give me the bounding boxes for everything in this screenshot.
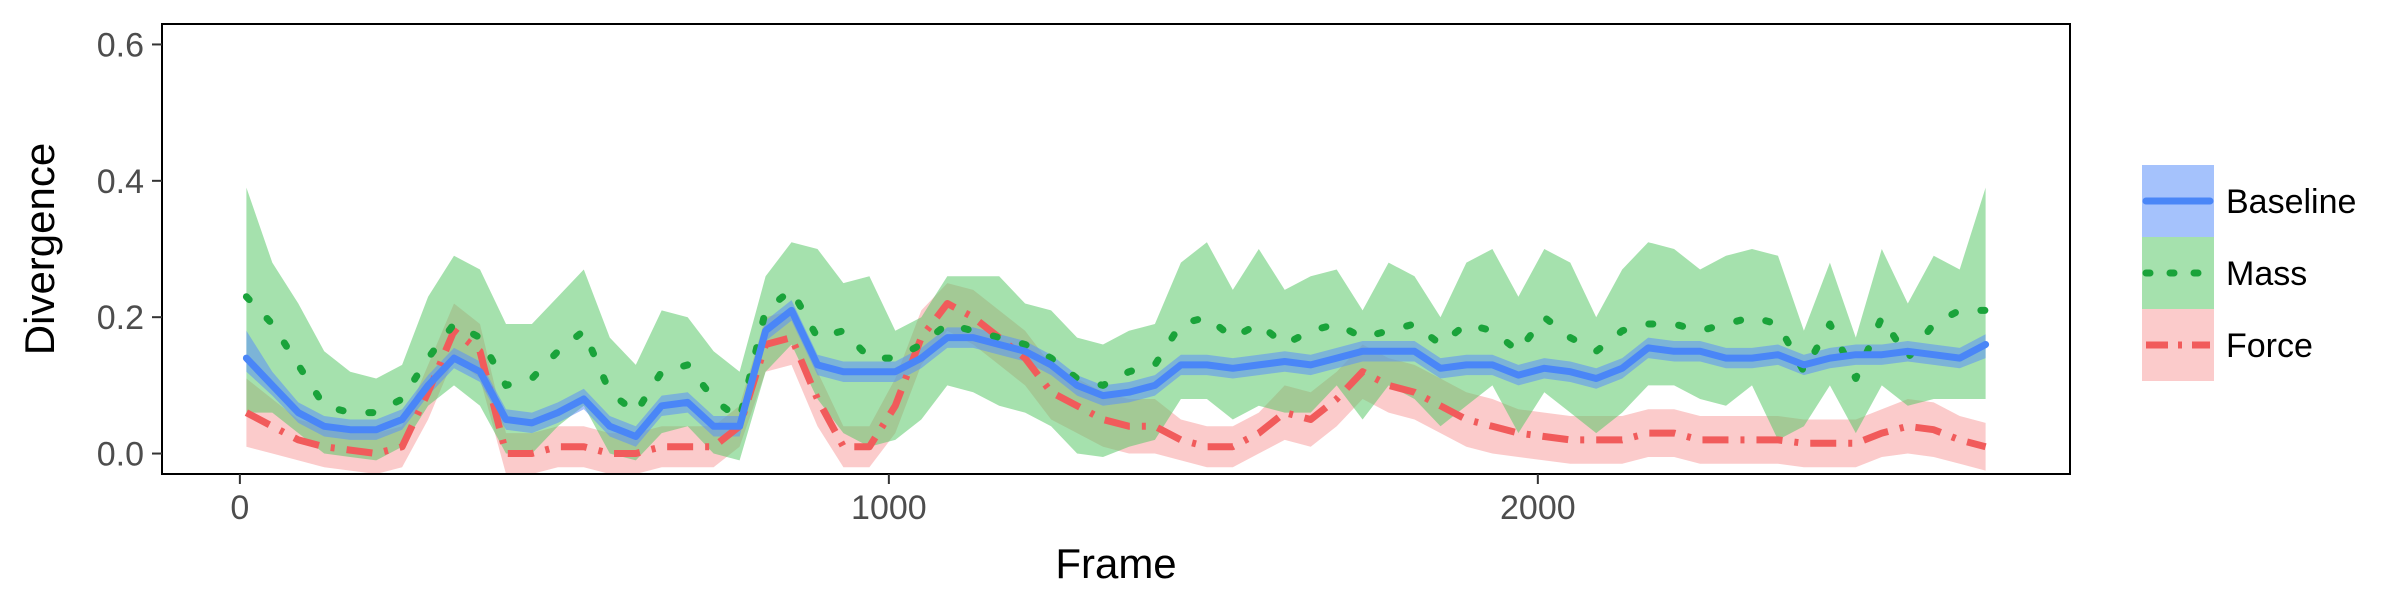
y-axis-title: Divergence [16,143,63,355]
x-tick-label: 2000 [1500,489,1576,527]
series-lines [242,286,1990,457]
x-tick-label: 0 [230,489,249,527]
band-force [246,283,1986,474]
legend-key-mass [2142,237,2214,309]
series-line-mass [242,286,1990,423]
legend-label-mass: Mass [2226,255,2307,293]
y-axis: 0.0 0.2 0.4 0.6 [97,26,162,474]
legend: Baseline Mass Force [2142,165,2356,381]
plot-panel-border [161,23,2071,475]
series-line-baseline [242,306,1990,440]
y-tick-label: 0.6 [97,26,144,64]
x-tick-label: 1000 [851,489,927,527]
y-tick-label: 0.4 [97,163,144,201]
band-mass [246,187,1986,461]
x-axis: 0 1000 2000 [230,474,1576,527]
series-line-force [244,300,1987,457]
legend-label-baseline: Baseline [2226,183,2356,221]
band-baseline [246,300,1986,447]
legend-label-force: Force [2226,327,2313,365]
y-tick-label: 0.2 [97,299,144,337]
x-axis-title: Frame [1055,540,1176,587]
confidence-bands [246,187,1986,474]
y-tick-label: 0.0 [97,436,144,474]
